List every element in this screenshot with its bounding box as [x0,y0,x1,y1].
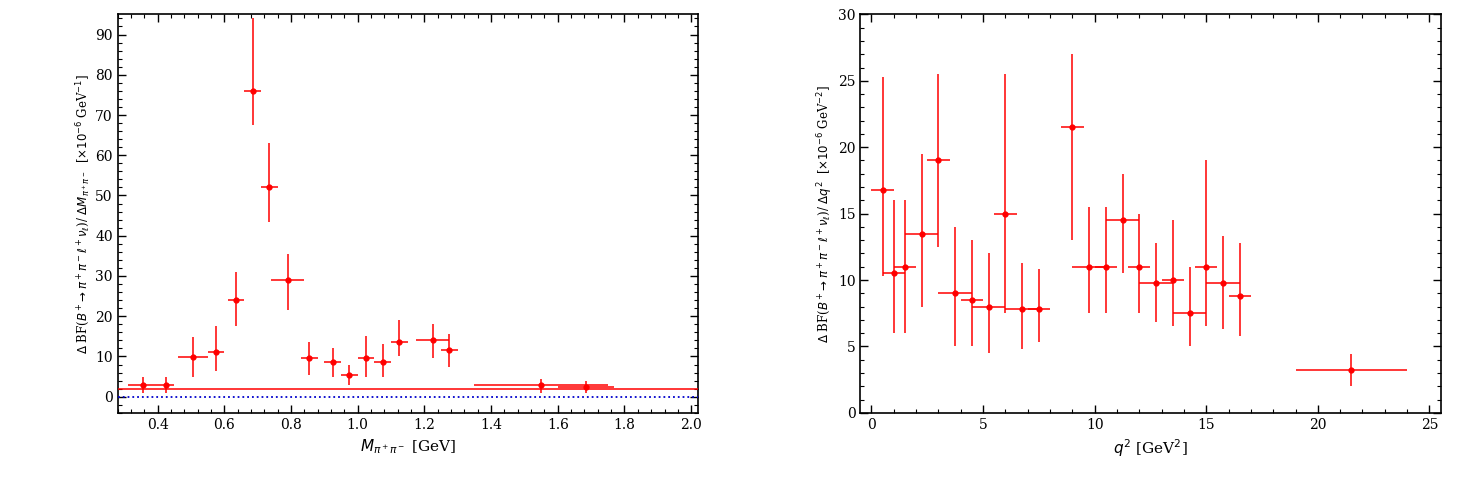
X-axis label: $M_{\pi^+\pi^-}$ [GeV]: $M_{\pi^+\pi^-}$ [GeV] [360,437,456,456]
X-axis label: $q^2$ [GeV$^2$]: $q^2$ [GeV$^2$] [1113,437,1188,459]
Y-axis label: $\Delta$ BF($B^+\!\to\pi^+\pi^- \ell^+\nu_\ell$)/ $\Delta M_{\pi^+\pi^-}$  [$\ti: $\Delta$ BF($B^+\!\to\pi^+\pi^- \ell^+\n… [75,73,93,354]
Y-axis label: $\Delta$ BF($B^+\!\to\pi^+\pi^- \ell^+\nu_\ell$)/ $\Delta q^2$  [$\times 10^{-6}: $\Delta$ BF($B^+\!\to\pi^+\pi^- \ell^+\n… [816,84,835,343]
